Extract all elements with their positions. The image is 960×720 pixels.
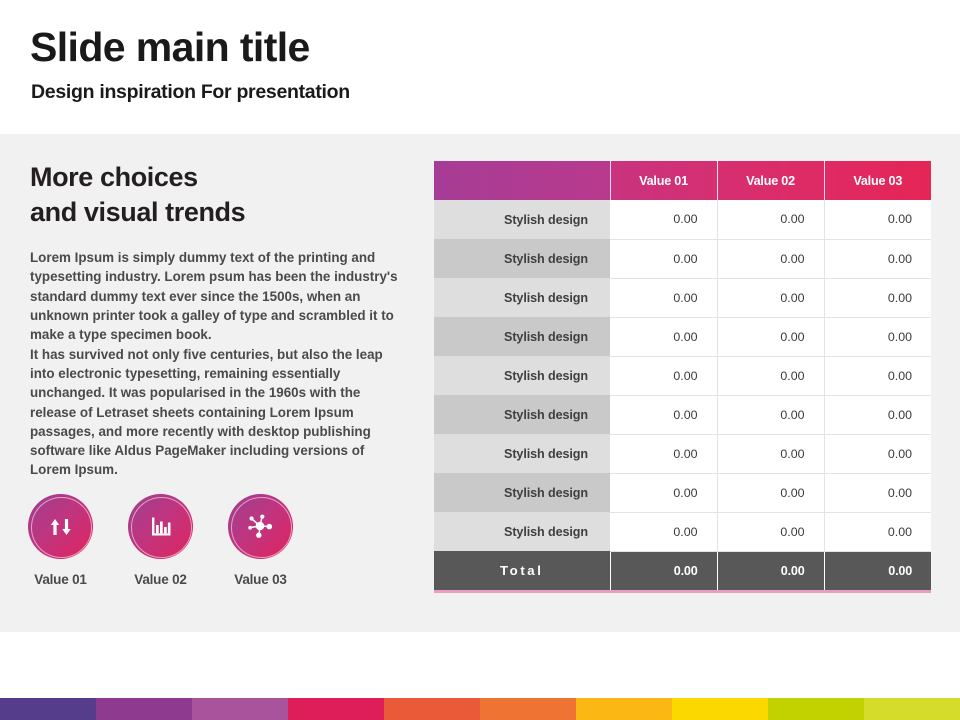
row-value-3: 0.00 (824, 317, 931, 357)
table-row: Stylish design 0.00 0.00 0.00 (434, 512, 931, 552)
row-label: Stylish design (434, 395, 610, 434)
icon-label-value-02: Value 02 (134, 572, 187, 587)
bar-chart-icon[interactable] (128, 494, 193, 559)
total-value-03: 0.00 (824, 551, 931, 590)
row-value-3: 0.00 (824, 200, 931, 240)
row-value-2: 0.00 (717, 356, 825, 396)
bottom-color-strip (0, 698, 960, 720)
body-paragraph-2: It has survived not only five centuries,… (30, 346, 383, 478)
row-value-3: 0.00 (824, 356, 931, 396)
table-footer: Total 0.00 0.00 0.00 (434, 551, 931, 590)
row-value-3: 0.00 (824, 512, 931, 552)
table-header-row: Value 01 Value 02 Value 03 (434, 161, 931, 200)
section-heading-line1: More choices (30, 162, 198, 192)
total-label: Total (434, 551, 611, 590)
color-strip-segment-10 (864, 698, 960, 720)
icon-block-value-02[interactable]: Value 02 (128, 494, 193, 587)
column-header-value-01[interactable]: Value 01 (610, 161, 718, 200)
row-value-2: 0.00 (717, 512, 825, 552)
icon-block-value-01[interactable]: Value 01 (28, 494, 93, 587)
row-value-2: 0.00 (717, 278, 825, 318)
content-area: More choices and visual trends Lorem Ips… (0, 134, 960, 632)
column-header-value-02[interactable]: Value 02 (717, 161, 825, 200)
row-value-2: 0.00 (717, 317, 825, 357)
table-header: Value 01 Value 02 Value 03 (434, 161, 931, 200)
row-value-2: 0.00 (717, 434, 825, 474)
icon-label-value-01: Value 01 (34, 572, 87, 587)
row-label: Stylish design (434, 200, 610, 239)
color-strip-segment-3 (192, 698, 288, 720)
network-nodes-icon[interactable] (228, 494, 293, 559)
row-value-3: 0.00 (824, 473, 931, 513)
icon-block-value-03[interactable]: Value 03 (228, 494, 293, 587)
color-strip-segment-6 (480, 698, 576, 720)
row-value-2: 0.00 (717, 239, 825, 279)
row-value-1: 0.00 (610, 395, 718, 435)
color-strip-segment-1 (0, 698, 96, 720)
table-row: Stylish design 0.00 0.00 0.00 (434, 278, 931, 318)
page-subtitle: Design inspiration For presentation (31, 81, 350, 103)
row-label: Stylish design (434, 356, 610, 395)
color-strip-segment-5 (384, 698, 480, 720)
row-label: Stylish design (434, 239, 610, 278)
row-value-1: 0.00 (610, 434, 718, 474)
row-value-1: 0.00 (610, 356, 718, 396)
row-value-3: 0.00 (824, 434, 931, 474)
row-value-2: 0.00 (717, 473, 825, 513)
row-value-1: 0.00 (610, 278, 718, 318)
row-label: Stylish design (434, 473, 610, 512)
row-value-3: 0.00 (824, 278, 931, 318)
row-value-1: 0.00 (610, 317, 718, 357)
column-header-label[interactable] (434, 161, 611, 200)
section-heading-line2: and visual trends (30, 197, 246, 228)
row-label: Stylish design (434, 512, 610, 551)
icon-label-value-03: Value 03 (234, 572, 287, 587)
row-value-3: 0.00 (824, 239, 931, 279)
table-row: Stylish design 0.00 0.00 0.00 (434, 395, 931, 435)
table-row: Stylish design 0.00 0.00 0.00 (434, 200, 931, 240)
icon-row: Value 01 Value 02 (28, 494, 293, 587)
color-strip-segment-4 (288, 698, 384, 720)
row-value-1: 0.00 (610, 512, 718, 552)
total-row: Total 0.00 0.00 0.00 (434, 551, 931, 590)
total-value-02: 0.00 (717, 551, 825, 590)
slide-header: Slide main title Design inspiration For … (0, 0, 960, 132)
row-value-1: 0.00 (610, 473, 718, 513)
data-table-wrapper: Value 01 Value 02 Value 03 Stylish desig… (434, 161, 931, 593)
color-strip-segment-7 (576, 698, 672, 720)
table-row: Stylish design 0.00 0.00 0.00 (434, 434, 931, 474)
body-paragraph-1: Lorem Ipsum is simply dummy text of the … (30, 250, 398, 343)
color-strip-segment-2 (96, 698, 192, 720)
color-strip-segment-8 (672, 698, 768, 720)
row-label: Stylish design (434, 434, 610, 473)
row-value-2: 0.00 (717, 200, 825, 240)
table-row: Stylish design 0.00 0.00 0.00 (434, 473, 931, 513)
row-label: Stylish design (434, 317, 610, 356)
row-value-2: 0.00 (717, 395, 825, 435)
left-column: More choices and visual trends Lorem Ips… (30, 160, 420, 480)
table-row: Stylish design 0.00 0.00 0.00 (434, 239, 931, 279)
arrows-up-down-icon[interactable] (28, 494, 93, 559)
color-strip-segment-9 (768, 698, 864, 720)
section-heading: More choices and visual trends (30, 160, 420, 230)
table-underline (434, 590, 931, 593)
row-label: Stylish design (434, 278, 610, 317)
table-body: Stylish design 0.00 0.00 0.00 Stylish design… (434, 200, 931, 552)
table-row: Stylish design 0.00 0.00 0.00 (434, 356, 931, 396)
total-value-01: 0.00 (610, 551, 718, 590)
page-title: Slide main title (30, 24, 310, 70)
row-value-1: 0.00 (610, 239, 718, 279)
table-row: Stylish design 0.00 0.00 0.00 (434, 317, 931, 357)
column-header-value-03[interactable]: Value 03 (824, 161, 931, 200)
body-copy: Lorem Ipsum is simply dummy text of the … (30, 248, 405, 480)
row-value-3: 0.00 (824, 395, 931, 435)
row-value-1: 0.00 (610, 200, 718, 240)
data-table: Value 01 Value 02 Value 03 Stylish desig… (434, 161, 931, 590)
